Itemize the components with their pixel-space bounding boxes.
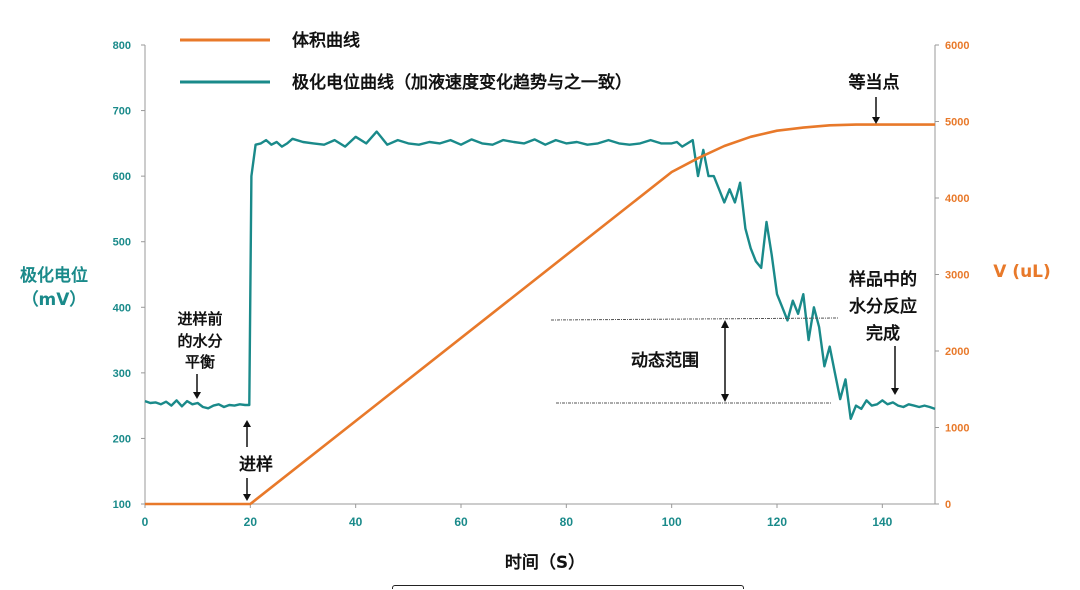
arrow-down-icon (891, 346, 899, 395)
x-tick-label: 20 (244, 515, 258, 529)
left-tick-label: 400 (113, 302, 131, 314)
x-tick-label: 140 (872, 515, 892, 529)
arrow-down-icon (872, 97, 880, 124)
annotation-reaction-complete-line1: 样品中的 (849, 269, 917, 290)
scroll-indicator-bar (392, 585, 744, 589)
left-tick-label: 800 (113, 40, 131, 52)
x-tick-label: 60 (454, 515, 468, 529)
left-tick-label: 600 (113, 171, 131, 183)
annotation-pre-balance-line3: 平衡 (185, 353, 215, 371)
arrow-down-icon (193, 374, 201, 399)
right-tick-label: 3000 (945, 270, 969, 282)
x-tick-label: 40 (349, 515, 363, 529)
right-tick-label: 5000 (945, 117, 969, 129)
right-tick-label: 0 (945, 499, 951, 511)
left-axis-title-line2: （mV） (22, 289, 87, 310)
legend-label-potential: 极化电位曲线（加液速度变化趋势与之一致） (292, 72, 632, 93)
right-tick-label: 4000 (945, 193, 969, 205)
left-tick-label: 500 (113, 237, 131, 249)
annotation-pre-balance-line1: 进样前 (177, 310, 222, 328)
annotation-reaction-complete-line3: 完成 (866, 323, 900, 344)
left-tick-label: 100 (113, 499, 131, 511)
dynamic-range-upper-line (550, 317, 839, 321)
right-tick-label: 1000 (945, 423, 969, 435)
arrow-down-icon (243, 478, 251, 501)
x-axis-title: 时间（S） (505, 552, 585, 573)
right-y-ticks: 0 1000 2000 3000 4000 5000 6000 (935, 40, 969, 511)
annotation-pre-balance-line2: 的水分 (177, 332, 222, 350)
x-tick-label: 80 (560, 515, 574, 529)
left-tick-label: 200 (113, 433, 131, 445)
x-ticks: 0 20 40 60 80 100 120 140 (142, 504, 893, 529)
left-y-ticks: 100 200 300 400 500 600 700 800 (113, 40, 145, 511)
left-tick-label: 700 (113, 106, 131, 118)
annotation-dynamic-range: 动态范围 (631, 350, 699, 371)
annotation-reaction-complete-line2: 水分反应 (849, 296, 917, 317)
double-arrow-icon (721, 320, 729, 402)
left-axis-title-line1: 极化电位 (20, 265, 88, 286)
series-line-volume (145, 123, 935, 506)
left-tick-label: 300 (113, 368, 131, 380)
annotation-equivalence-point: 等当点 (849, 72, 900, 93)
right-tick-label: 6000 (945, 40, 969, 52)
x-tick-label: 120 (767, 515, 787, 529)
right-axis-title: V (uL) (993, 262, 1051, 282)
right-tick-label: 2000 (945, 346, 969, 358)
series-line-potential (144, 130, 936, 420)
x-tick-label: 0 (142, 515, 149, 529)
legend-label-volume: 体积曲线 (292, 30, 360, 51)
x-tick-label: 100 (662, 515, 682, 529)
arrow-up-icon (243, 420, 251, 447)
annotation-injection: 进样 (239, 454, 273, 475)
